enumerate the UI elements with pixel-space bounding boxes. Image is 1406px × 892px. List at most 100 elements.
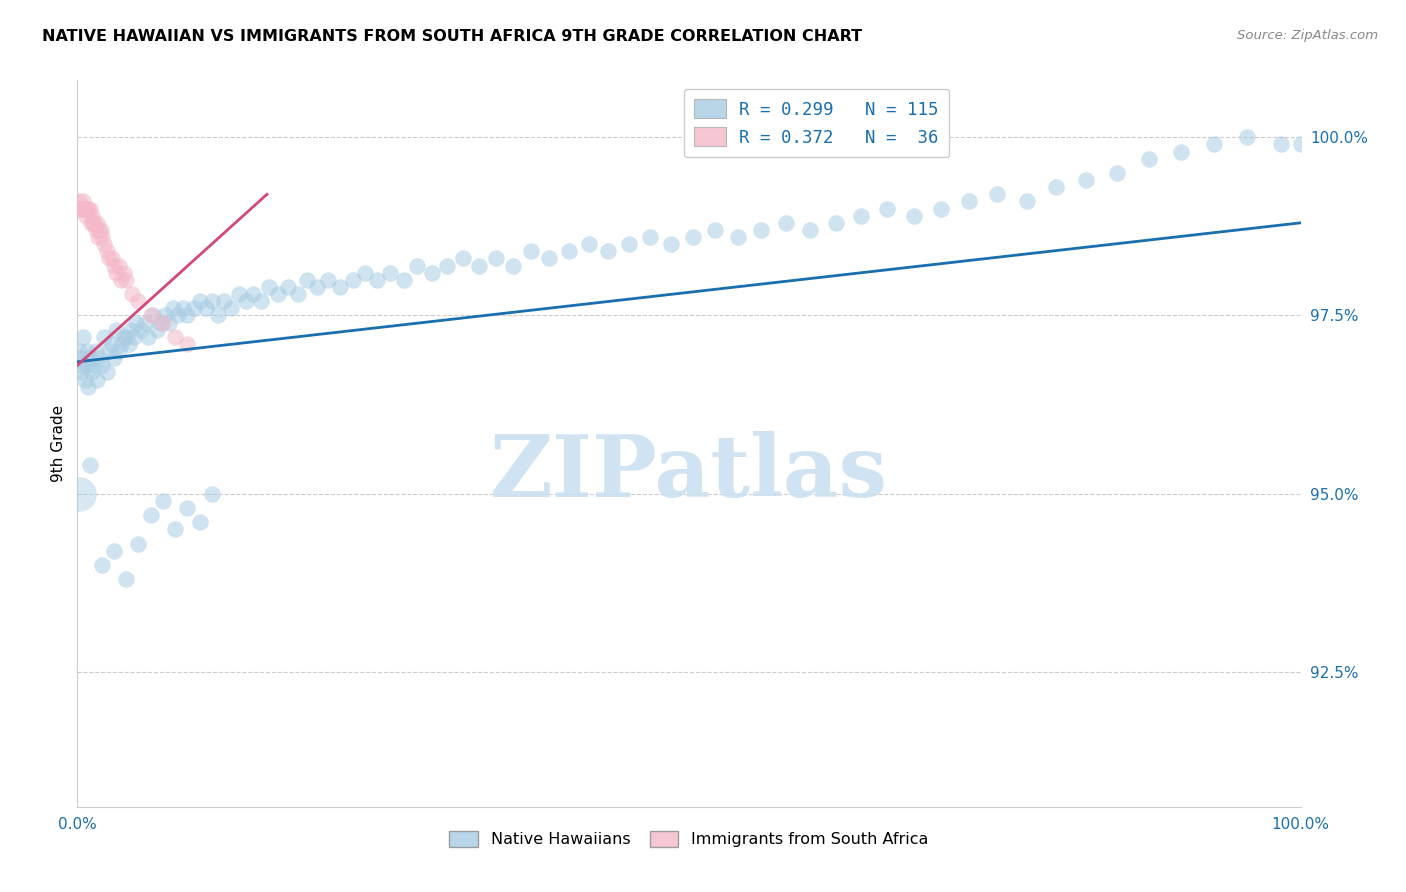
Point xyxy=(100,252,122,266)
Point xyxy=(75,359,97,373)
Point xyxy=(172,301,194,316)
Point xyxy=(259,280,281,294)
Point xyxy=(70,202,93,216)
Point xyxy=(121,287,143,301)
Point xyxy=(100,337,122,351)
Point xyxy=(110,273,132,287)
Point xyxy=(96,244,118,259)
Point xyxy=(1015,194,1038,209)
Point xyxy=(69,351,91,366)
Point xyxy=(824,216,846,230)
Point xyxy=(67,486,90,500)
Point xyxy=(183,301,205,316)
Point xyxy=(70,202,93,216)
Point xyxy=(194,301,217,316)
Point xyxy=(1236,130,1258,145)
Point xyxy=(329,280,352,294)
Point xyxy=(775,216,797,230)
Point xyxy=(98,252,121,266)
Point xyxy=(451,252,474,266)
Point xyxy=(96,366,118,380)
Point xyxy=(90,359,112,373)
Point xyxy=(103,351,125,366)
Point xyxy=(84,223,107,237)
Point xyxy=(598,244,620,259)
Point xyxy=(1202,137,1225,152)
Legend: Native Hawaiians, Immigrants from South Africa: Native Hawaiians, Immigrants from South … xyxy=(443,824,935,854)
Point xyxy=(558,244,581,259)
Point xyxy=(617,237,640,252)
Point xyxy=(108,344,131,359)
Point xyxy=(1045,180,1067,194)
Point xyxy=(201,294,224,309)
Point xyxy=(73,202,96,216)
Point xyxy=(108,259,131,273)
Point xyxy=(152,493,174,508)
Point xyxy=(82,359,104,373)
Point xyxy=(287,287,309,301)
Point xyxy=(139,508,162,522)
Point xyxy=(207,309,229,323)
Point xyxy=(67,344,90,359)
Point xyxy=(82,216,104,230)
Point xyxy=(90,558,112,572)
Point xyxy=(366,273,388,287)
Point xyxy=(578,237,600,252)
Point xyxy=(986,187,1008,202)
Point xyxy=(90,223,112,237)
Point xyxy=(235,294,257,309)
Point xyxy=(242,287,264,301)
Point xyxy=(502,259,524,273)
Point xyxy=(1170,145,1192,159)
Point xyxy=(1270,137,1292,152)
Text: NATIVE HAWAIIAN VS IMMIGRANTS FROM SOUTH AFRICA 9TH GRADE CORRELATION CHART: NATIVE HAWAIIAN VS IMMIGRANTS FROM SOUTH… xyxy=(42,29,862,44)
Point xyxy=(122,330,145,344)
Point xyxy=(876,202,898,216)
Point xyxy=(80,366,103,380)
Point xyxy=(87,230,110,244)
Point xyxy=(659,237,682,252)
Point xyxy=(176,500,198,515)
Point xyxy=(79,351,101,366)
Point xyxy=(149,316,172,330)
Point xyxy=(638,230,661,244)
Point xyxy=(380,266,402,280)
Point xyxy=(115,572,138,586)
Point xyxy=(98,344,121,359)
Point xyxy=(353,266,375,280)
Point xyxy=(307,280,329,294)
Point xyxy=(162,301,184,316)
Point xyxy=(165,522,187,536)
Point xyxy=(406,259,429,273)
Point xyxy=(115,330,138,344)
Point xyxy=(152,316,174,330)
Point xyxy=(69,202,91,216)
Point xyxy=(165,330,187,344)
Point xyxy=(127,294,149,309)
Point xyxy=(157,316,180,330)
Point xyxy=(136,330,159,344)
Point xyxy=(929,202,952,216)
Point xyxy=(75,209,97,223)
Point xyxy=(538,252,561,266)
Point xyxy=(176,337,198,351)
Point xyxy=(1076,173,1098,187)
Point xyxy=(105,323,128,337)
Point xyxy=(79,458,101,472)
Point xyxy=(103,259,125,273)
Point xyxy=(86,373,108,387)
Point xyxy=(84,344,107,359)
Point xyxy=(316,273,339,287)
Point xyxy=(212,294,235,309)
Point xyxy=(727,230,749,244)
Point xyxy=(851,209,873,223)
Point xyxy=(166,309,188,323)
Point xyxy=(155,309,177,323)
Point xyxy=(105,266,128,280)
Point xyxy=(83,216,105,230)
Point xyxy=(250,294,273,309)
Point xyxy=(70,366,93,380)
Point xyxy=(89,223,111,237)
Point xyxy=(89,351,111,366)
Point xyxy=(93,330,115,344)
